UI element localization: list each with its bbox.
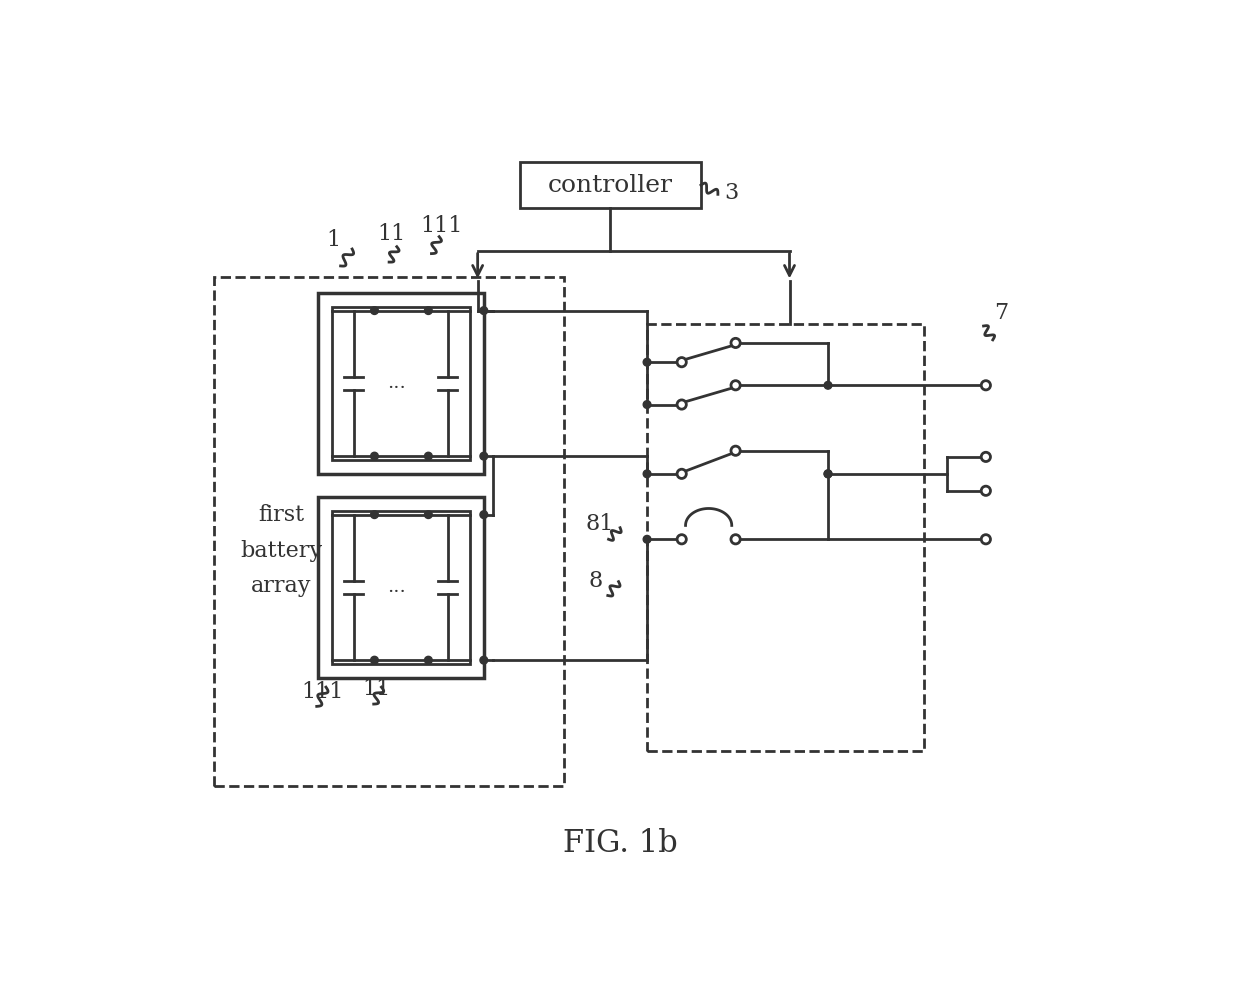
Bar bbox=[319, 497, 484, 678]
Circle shape bbox=[677, 358, 686, 367]
Circle shape bbox=[480, 307, 487, 314]
Text: 11: 11 bbox=[362, 678, 391, 700]
Bar bbox=[332, 510, 470, 664]
Circle shape bbox=[981, 453, 991, 462]
Text: 7: 7 bbox=[994, 302, 1008, 324]
Circle shape bbox=[677, 470, 686, 479]
Text: FIG. 1b: FIG. 1b bbox=[563, 828, 677, 859]
Text: controller: controller bbox=[548, 173, 673, 196]
Text: 8: 8 bbox=[589, 569, 603, 591]
Text: 3: 3 bbox=[724, 181, 738, 204]
Circle shape bbox=[730, 534, 740, 544]
Text: 111: 111 bbox=[420, 214, 463, 236]
Circle shape bbox=[730, 381, 740, 390]
Circle shape bbox=[371, 453, 378, 460]
Circle shape bbox=[677, 534, 686, 544]
Circle shape bbox=[677, 400, 686, 409]
Circle shape bbox=[480, 510, 487, 518]
Circle shape bbox=[730, 446, 740, 456]
Text: 81: 81 bbox=[585, 513, 614, 535]
Circle shape bbox=[424, 307, 433, 314]
Bar bbox=[319, 293, 484, 474]
Circle shape bbox=[480, 656, 487, 664]
Circle shape bbox=[371, 307, 378, 314]
Circle shape bbox=[480, 453, 487, 460]
Circle shape bbox=[981, 381, 991, 390]
Text: ...: ... bbox=[387, 578, 407, 596]
Circle shape bbox=[825, 470, 832, 478]
Circle shape bbox=[644, 401, 651, 409]
Circle shape bbox=[644, 358, 651, 366]
Circle shape bbox=[424, 656, 433, 664]
Bar bbox=[520, 162, 701, 208]
Circle shape bbox=[825, 382, 832, 389]
Text: first
battery
array: first battery array bbox=[241, 504, 322, 597]
Circle shape bbox=[371, 510, 378, 518]
Text: 1: 1 bbox=[326, 228, 341, 250]
Circle shape bbox=[981, 534, 991, 544]
Circle shape bbox=[825, 470, 832, 478]
Circle shape bbox=[644, 535, 651, 543]
Circle shape bbox=[424, 453, 433, 460]
Bar bbox=[213, 277, 564, 786]
Text: 111: 111 bbox=[301, 681, 343, 703]
Circle shape bbox=[981, 487, 991, 496]
Bar bbox=[332, 307, 470, 460]
Text: 11: 11 bbox=[377, 223, 405, 245]
Circle shape bbox=[644, 470, 651, 478]
Text: ...: ... bbox=[387, 374, 407, 393]
Circle shape bbox=[730, 338, 740, 348]
Circle shape bbox=[424, 510, 433, 518]
Circle shape bbox=[371, 656, 378, 664]
Bar bbox=[647, 324, 924, 751]
